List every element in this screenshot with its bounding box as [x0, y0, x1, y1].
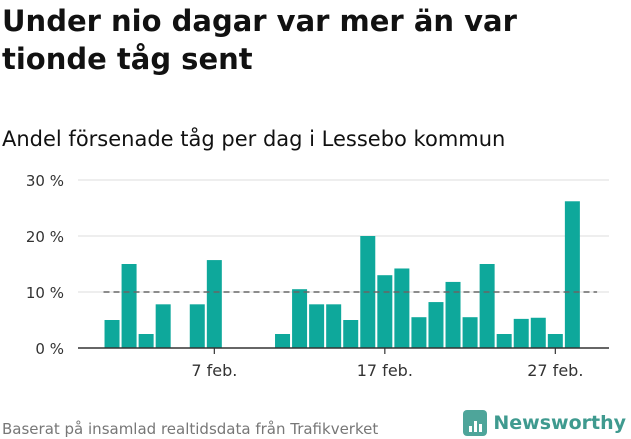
bar[interactable]	[411, 317, 427, 348]
bar[interactable]	[564, 201, 580, 348]
bar[interactable]	[496, 334, 512, 348]
bar[interactable]	[513, 318, 529, 348]
bar[interactable]	[428, 302, 444, 348]
x-tick-label: 27 feb.	[527, 361, 583, 380]
bar[interactable]	[292, 289, 308, 348]
bar[interactable]	[189, 304, 205, 348]
bar-chart: 0 % 10 % 20 % 30 % 7 feb. 17 feb. 27 feb.	[26, 172, 609, 380]
y-tick-label: 10 %	[26, 284, 64, 302]
brand-name: Newsworthy	[493, 412, 626, 434]
brand-logo[interactable]: Newsworthy	[463, 409, 626, 437]
x-tick-label: 17 feb.	[357, 361, 413, 380]
bar[interactable]	[155, 304, 171, 348]
bar[interactable]	[547, 334, 563, 348]
bar[interactable]	[275, 334, 291, 348]
bar[interactable]	[104, 320, 120, 348]
bar[interactable]	[206, 260, 222, 348]
bar[interactable]	[394, 268, 410, 348]
bar[interactable]	[462, 317, 478, 348]
bar-chart-logo-icon	[463, 410, 488, 436]
bars	[104, 201, 580, 348]
y-tick-label: 20 %	[26, 228, 64, 246]
bar[interactable]	[121, 264, 137, 348]
chart-subtitle: Andel försenade tåg per dag i Lessebo ko…	[2, 127, 506, 151]
y-tick-label: 30 %	[26, 172, 64, 190]
bar[interactable]	[530, 317, 546, 348]
x-tick-label: 7 feb.	[191, 361, 237, 380]
bar[interactable]	[445, 281, 461, 348]
y-axis-ticks: 0 % 10 % 20 % 30 %	[26, 172, 64, 358]
bar[interactable]	[479, 264, 495, 348]
bar[interactable]	[343, 320, 359, 348]
y-tick-label: 0 %	[35, 340, 64, 358]
grid-lines	[78, 179, 609, 293]
x-axis-ticks: 7 feb. 17 feb. 27 feb.	[191, 348, 583, 380]
bar[interactable]	[326, 304, 342, 348]
bar[interactable]	[309, 304, 325, 348]
source-note: Baserat på insamlad realtidsdata från Tr…	[2, 420, 379, 438]
bar[interactable]	[377, 275, 393, 348]
chart-title: Under nio dagar var mer än var tionde tå…	[2, 4, 517, 76]
bar[interactable]	[138, 334, 154, 348]
